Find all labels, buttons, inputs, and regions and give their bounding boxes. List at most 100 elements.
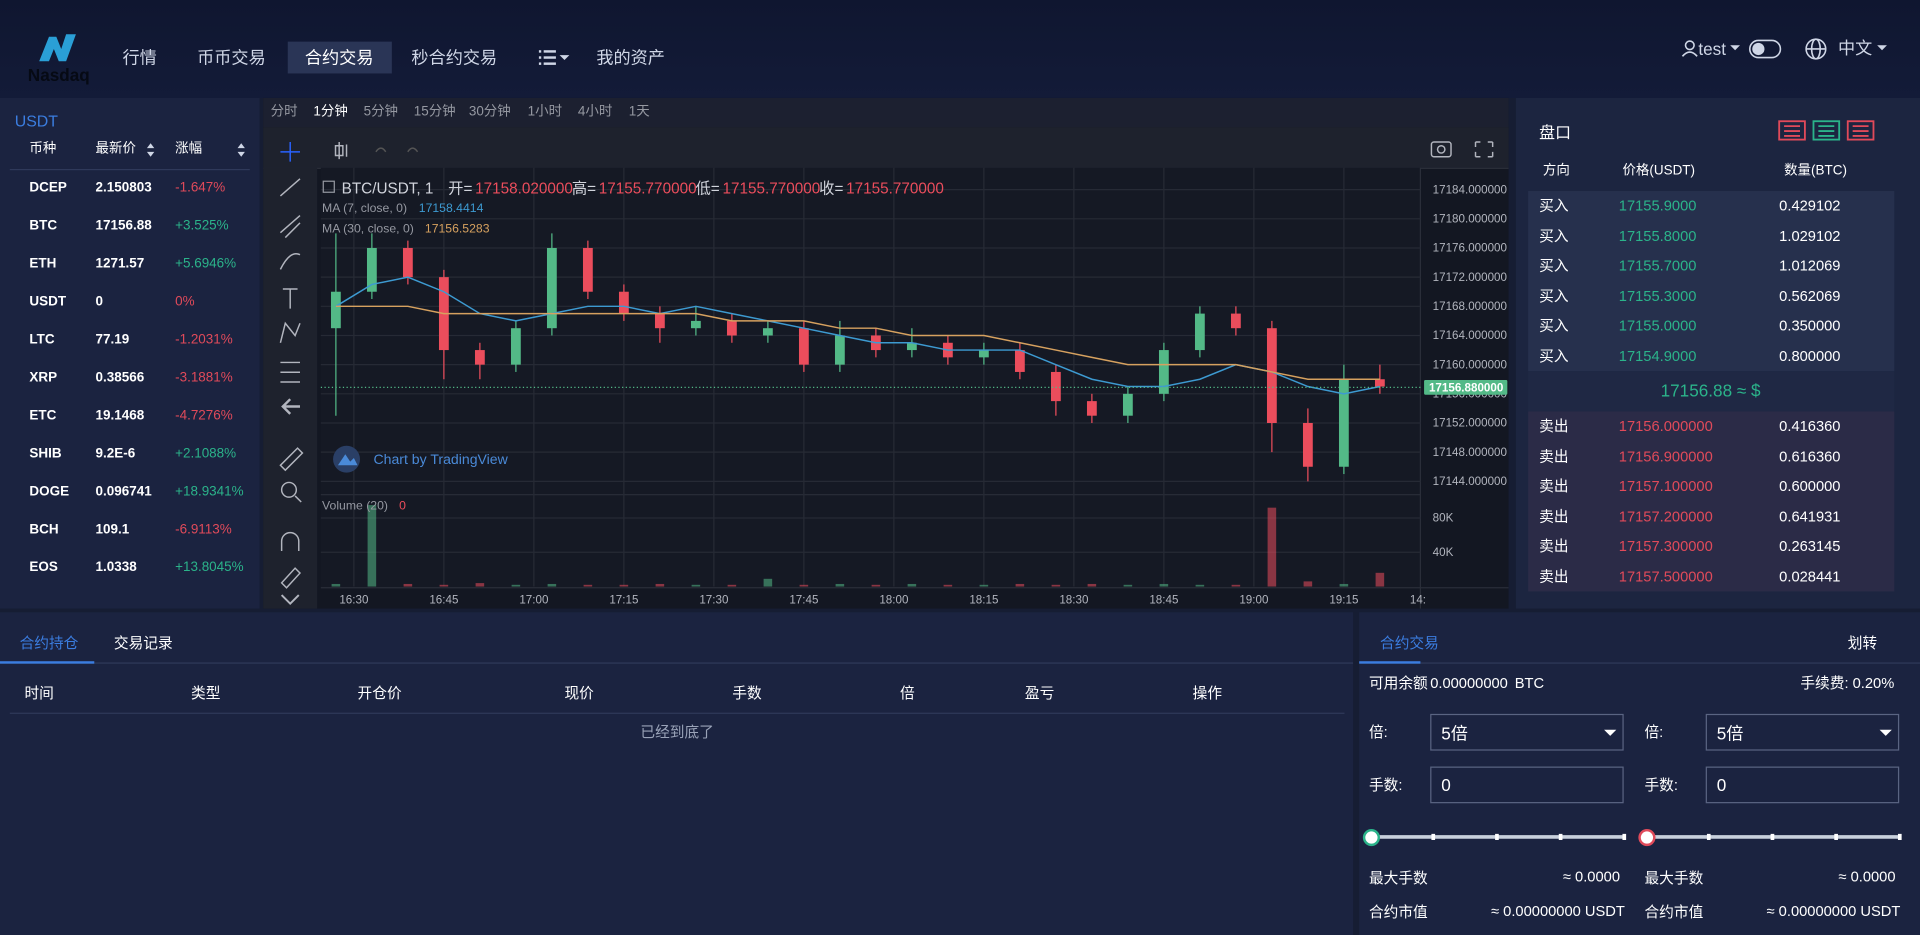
- divider: [1359, 662, 1920, 664]
- volume-bar: [1051, 584, 1061, 587]
- y-tick-label: 17172.000000: [1433, 271, 1508, 284]
- orderbook-title: 盘口: [1539, 123, 1572, 142]
- candle-body: [906, 342, 917, 351]
- volume-bar: [871, 584, 881, 587]
- market-cell: LTC: [29, 332, 55, 348]
- drawing-tools: [263, 167, 318, 609]
- orderbook-cell: 卖出: [1539, 507, 1569, 525]
- volume-bar: [1339, 583, 1349, 587]
- orderbook-cell: 0.416360: [1779, 417, 1841, 435]
- volume-label: Volume (20): [322, 498, 388, 512]
- max-lots-value: ≈ 0.0000: [1562, 868, 1621, 886]
- orderbook-cell: 17156.000000: [1618, 417, 1713, 435]
- orderbook-cell: 17155.3000: [1618, 287, 1697, 305]
- orderbook-cell: 17155.8000: [1618, 227, 1697, 245]
- timeframe[interactable]: 5分钟: [363, 104, 399, 120]
- market-cell: -1.647%: [175, 180, 226, 196]
- market-cell: 0%: [175, 294, 195, 310]
- volume-bar: [907, 583, 917, 587]
- x-tick-label: 16:30: [339, 594, 369, 607]
- orderbook-cell: 0.641931: [1779, 507, 1841, 525]
- market-cell: +3.525%: [175, 218, 229, 234]
- volume-bar: [547, 583, 557, 587]
- x-tick-label: 16:45: [429, 594, 458, 607]
- timeframe[interactable]: 1分钟: [313, 104, 348, 120]
- candle-body: [690, 320, 701, 329]
- slider-handle[interactable]: [1638, 828, 1656, 847]
- ma-value: 17158.4414: [419, 201, 484, 215]
- orderbook-cell: 买入: [1539, 347, 1569, 365]
- slider-tick: [1558, 833, 1562, 841]
- orderbook-header: 价格(USDT): [1622, 163, 1696, 179]
- timeframe[interactable]: 15分钟: [413, 104, 456, 120]
- orderbook-cell: 0.350000: [1779, 317, 1841, 335]
- language[interactable]: 中文: [1837, 37, 1873, 58]
- orderbook-cell: 卖出: [1539, 537, 1569, 555]
- y-tick-label: 17168.000000: [1433, 300, 1508, 313]
- volume-bar: [439, 584, 449, 587]
- timeframe[interactable]: 1天: [628, 104, 650, 120]
- slider-tick: [1430, 833, 1435, 841]
- transfer-link[interactable]: 划转: [1847, 634, 1878, 652]
- orderbook-cell: 17156.900000: [1618, 447, 1713, 465]
- ohlc-label: 收=: [819, 180, 843, 197]
- nav-item[interactable]: 币币交易: [197, 47, 266, 68]
- volume-bar: [655, 583, 665, 587]
- timeframe[interactable]: 1小时: [527, 104, 563, 120]
- balance-unit: BTC: [1514, 674, 1545, 692]
- lots-label: 手数:: [1368, 776, 1403, 794]
- y-tick-label: 17164.000000: [1433, 329, 1508, 342]
- market-cell: -1.2031%: [175, 332, 233, 348]
- positions-header: 开仓价: [357, 684, 402, 702]
- orderbook-cell: 17157.100000: [1618, 477, 1713, 495]
- timeframe[interactable]: 4小时: [577, 104, 613, 120]
- market-cell: +13.8045%: [175, 560, 244, 575]
- y-tick-label: 17160.000000: [1433, 358, 1508, 371]
- ohlc-value: 17155.770000: [599, 180, 697, 197]
- nav-item[interactable]: 秒合约交易: [411, 47, 498, 68]
- candle-body: [654, 313, 665, 329]
- leverage-select[interactable]: [1705, 713, 1900, 751]
- candle-body: [582, 247, 593, 292]
- orderbook-cell: 买入: [1539, 197, 1569, 215]
- leverage-select[interactable]: [1430, 713, 1624, 751]
- slider-handle[interactable]: [1362, 828, 1381, 847]
- trade-tab[interactable]: 合约交易: [1380, 634, 1439, 652]
- volume-bar: [1195, 584, 1205, 587]
- orderbook-cell: 17157.200000: [1618, 507, 1713, 525]
- nav-item[interactable]: 我的资产: [596, 47, 665, 68]
- market-panel: [0, 97, 260, 609]
- last-price-tag: [1424, 380, 1508, 395]
- nav-item[interactable]: 合约交易: [304, 47, 374, 68]
- divider: [9, 712, 1345, 714]
- timeframe[interactable]: 30分钟: [468, 104, 511, 120]
- candle-body: [1050, 371, 1061, 402]
- orderbook-cell: 买入: [1539, 257, 1569, 275]
- last-price-bg: [1528, 371, 1895, 412]
- nav-item[interactable]: 行情: [122, 47, 157, 68]
- select-caret: [1604, 729, 1617, 736]
- timeframe-bar: [263, 97, 1509, 128]
- market-cell: 2.150803: [95, 180, 152, 196]
- positions-tab[interactable]: 合约持仓: [19, 634, 79, 652]
- lots-input[interactable]: [1705, 766, 1900, 804]
- volume-bar: [835, 583, 845, 587]
- candle-body: [366, 247, 377, 292]
- candle-body: [1374, 379, 1385, 387]
- market-cell: -4.7276%: [175, 408, 233, 424]
- lots-input[interactable]: [1430, 766, 1624, 804]
- candle-body: [1086, 401, 1097, 416]
- orderbook-cell: 1.012069: [1779, 257, 1841, 275]
- positions-header: 现价: [564, 684, 594, 702]
- logo-icon: [39, 34, 76, 62]
- market-cell: 0.38566: [95, 370, 145, 386]
- orderbook-cell: 17155.7000: [1618, 257, 1697, 275]
- nav-right-icons[interactable]: [1680, 37, 1920, 64]
- menu-icon[interactable]: [538, 49, 573, 66]
- user-name[interactable]: test: [1698, 39, 1727, 59]
- orderbook-view-icons[interactable]: [1778, 120, 1876, 142]
- positions-header: 操作: [1192, 684, 1223, 702]
- chart-icons: [279, 141, 1494, 606]
- positions-tab[interactable]: 交易记录: [113, 634, 173, 652]
- timeframe[interactable]: 分时: [270, 104, 298, 120]
